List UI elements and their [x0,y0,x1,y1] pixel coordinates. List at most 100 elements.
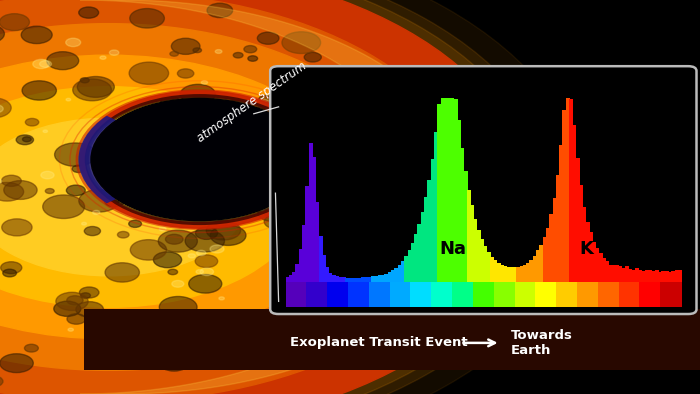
Bar [640,282,661,307]
Circle shape [68,328,74,331]
Circle shape [0,354,34,373]
Bar [552,198,557,282]
Bar [327,282,349,307]
Bar [519,266,524,282]
Circle shape [111,314,153,337]
Circle shape [237,324,262,338]
Circle shape [66,185,85,196]
Bar [585,221,589,282]
Circle shape [4,180,37,199]
Circle shape [346,249,384,270]
Bar [602,258,606,282]
Circle shape [278,206,291,214]
Circle shape [0,178,1,184]
Circle shape [234,340,249,349]
Bar [414,234,418,282]
Circle shape [0,98,11,118]
Circle shape [374,84,413,106]
Bar [351,278,356,282]
Circle shape [236,130,277,154]
Bar [514,282,536,307]
Circle shape [0,24,416,370]
Circle shape [55,143,96,166]
Circle shape [258,204,288,221]
Circle shape [150,107,181,124]
Circle shape [172,38,200,54]
Bar [438,104,441,282]
Circle shape [210,225,246,245]
Circle shape [360,303,371,309]
Circle shape [22,81,57,100]
Circle shape [66,98,71,101]
FancyBboxPatch shape [270,66,696,314]
Circle shape [293,75,299,78]
Bar [302,225,306,282]
Circle shape [0,14,29,31]
Bar [444,98,448,282]
Circle shape [41,171,54,179]
Bar [398,265,402,282]
Circle shape [295,129,329,149]
Circle shape [304,67,311,71]
Bar [675,270,678,282]
Circle shape [288,67,313,82]
Bar [546,228,550,282]
Circle shape [25,344,38,352]
Circle shape [242,160,258,168]
Circle shape [219,297,224,300]
Bar [325,267,329,282]
Circle shape [176,158,199,170]
Bar [461,148,464,282]
Bar [641,271,645,282]
Bar [671,271,676,282]
Bar [328,273,332,282]
Bar [494,260,497,282]
Bar [582,206,586,282]
Circle shape [202,81,208,84]
Circle shape [258,337,267,343]
Circle shape [79,190,119,212]
Circle shape [2,219,32,236]
Bar [562,110,566,282]
Circle shape [193,167,220,183]
Circle shape [82,222,87,225]
Bar [536,250,540,282]
Bar [577,282,598,307]
Circle shape [0,0,542,394]
Bar [473,282,494,307]
Circle shape [0,0,556,394]
Circle shape [3,269,17,277]
Circle shape [319,262,354,281]
Circle shape [66,296,83,305]
Circle shape [233,52,243,58]
Circle shape [340,66,361,78]
Circle shape [309,165,321,172]
Circle shape [349,205,360,210]
Circle shape [282,217,307,231]
Circle shape [33,59,49,69]
Circle shape [104,340,113,346]
Circle shape [160,355,188,371]
Circle shape [240,128,271,145]
Circle shape [146,133,151,136]
Circle shape [402,199,421,210]
Bar [658,272,662,282]
Circle shape [130,240,167,260]
Circle shape [210,245,224,253]
Circle shape [410,213,429,223]
Bar [542,237,547,282]
Bar [486,252,491,282]
Text: Towards
Earth: Towards Earth [511,329,573,357]
Bar [467,190,471,282]
Circle shape [103,128,116,134]
Circle shape [402,214,432,231]
Circle shape [304,318,332,334]
Bar [654,270,659,282]
Circle shape [160,296,197,318]
Bar [342,277,346,282]
Bar [401,261,405,282]
Circle shape [300,102,323,115]
Bar [355,278,359,282]
Bar [575,158,580,282]
Bar [286,282,307,307]
